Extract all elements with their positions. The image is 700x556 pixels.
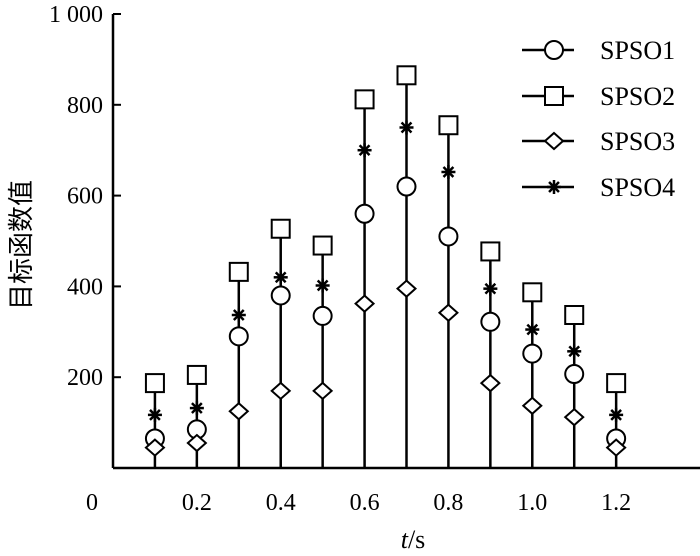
marker-spso4 bbox=[189, 401, 204, 416]
asterisk-stroke bbox=[442, 166, 455, 178]
y-tick-label: 400 bbox=[67, 274, 103, 300]
marker-spso4 bbox=[147, 407, 162, 422]
x-tick-label: 0.8 bbox=[433, 490, 463, 516]
origin-label: 0 bbox=[86, 490, 98, 516]
marker-spso1 bbox=[354, 203, 375, 224]
marker-spso3 bbox=[479, 373, 501, 393]
axes bbox=[111, 13, 700, 470]
asterisk-stroke bbox=[274, 271, 287, 284]
legend-label-spso1: SPSO1 bbox=[600, 36, 675, 65]
data-markers bbox=[144, 65, 627, 457]
marker-spso3 bbox=[186, 433, 208, 453]
marker-spso3 bbox=[395, 279, 418, 299]
legend-label-spso3: SPSO3 bbox=[600, 127, 675, 156]
marker-spso4 bbox=[483, 281, 498, 296]
marker-spso2 bbox=[396, 65, 417, 86]
asterisk-stroke bbox=[149, 409, 161, 421]
marker-spso3 bbox=[312, 381, 334, 401]
marker-spso4 bbox=[357, 143, 372, 158]
legend-marker-spso4 bbox=[547, 180, 561, 194]
marker-spso4 bbox=[609, 407, 624, 422]
marker-spso1 bbox=[438, 226, 459, 247]
marker-spso1 bbox=[312, 305, 333, 326]
marker-spso4 bbox=[399, 120, 414, 135]
marker-spso2 bbox=[438, 115, 459, 136]
marker-spso2 bbox=[564, 305, 585, 326]
y-axis-label: 目标函数值 bbox=[7, 180, 37, 310]
marker-spso3 bbox=[521, 396, 543, 416]
marker-spso3 bbox=[605, 438, 627, 457]
marker-spso3 bbox=[354, 294, 376, 313]
legend-marker-spso1 bbox=[544, 40, 564, 60]
asterisk-stroke bbox=[191, 402, 203, 414]
asterisk-stroke bbox=[484, 282, 497, 295]
marker-spso2 bbox=[270, 218, 291, 239]
marker-spso4 bbox=[525, 322, 540, 337]
x-axis-label-unit: /s bbox=[408, 525, 425, 554]
x-tick-label: 0.6 bbox=[350, 490, 380, 516]
marker-spso1 bbox=[564, 364, 585, 385]
marker-spso4 bbox=[231, 308, 246, 323]
marker-spso2 bbox=[186, 364, 207, 385]
marker-spso2 bbox=[606, 373, 627, 394]
marker-spso2 bbox=[312, 235, 333, 256]
legend-label-spso2: SPSO2 bbox=[600, 82, 675, 111]
marker-spso4 bbox=[273, 270, 288, 285]
x-tick-label: 0.4 bbox=[266, 490, 296, 516]
x-tick-label: 0.2 bbox=[182, 490, 212, 516]
legend: SPSO1 SPSO2 SPSO3 SPSO4 bbox=[522, 36, 675, 202]
marker-spso3 bbox=[228, 401, 250, 421]
marker-spso4 bbox=[441, 164, 456, 179]
asterisk-stroke bbox=[568, 345, 581, 358]
x-tick-label: 1.0 bbox=[517, 490, 547, 516]
y-tick-label: 600 bbox=[67, 184, 103, 210]
stem-lines bbox=[153, 75, 618, 468]
tick-labels: 200 400 600 800 1 000 0.2 0.4 0.6 0.8 1.0 1.2 0 bbox=[49, 2, 631, 516]
marker-spso2 bbox=[144, 373, 165, 394]
marker-spso1 bbox=[396, 176, 417, 197]
legend-label-spso4: SPSO4 bbox=[600, 173, 675, 202]
y-tick-label: 800 bbox=[67, 93, 103, 119]
marker-spso3 bbox=[270, 381, 292, 401]
x-axis-label: t/s bbox=[401, 525, 426, 554]
marker-spso4 bbox=[567, 344, 582, 359]
marker-spso2 bbox=[228, 261, 249, 282]
asterisk-stroke bbox=[232, 309, 245, 321]
marker-spso1 bbox=[228, 326, 249, 347]
x-tick-label: 1.2 bbox=[601, 490, 631, 516]
legend-marker-spso3 bbox=[543, 131, 565, 151]
marker-spso1 bbox=[522, 343, 543, 364]
y-tick-label: 1 000 bbox=[49, 2, 103, 28]
asterisk-stroke bbox=[548, 181, 560, 193]
y-tick-label: 200 bbox=[67, 365, 103, 391]
marker-spso4 bbox=[315, 278, 330, 293]
marker-spso2 bbox=[354, 89, 375, 110]
asterisk-stroke bbox=[610, 409, 622, 421]
asterisk-stroke bbox=[526, 323, 539, 336]
asterisk-stroke bbox=[316, 279, 329, 292]
marker-spso2 bbox=[522, 282, 543, 303]
asterisk-stroke bbox=[358, 144, 371, 157]
marker-spso1 bbox=[270, 285, 291, 306]
marker-spso1 bbox=[480, 311, 501, 332]
asterisk-stroke bbox=[400, 121, 413, 134]
marker-spso3 bbox=[437, 303, 459, 323]
legend-marker-spso2 bbox=[544, 86, 564, 106]
marker-spso2 bbox=[480, 241, 501, 262]
marker-spso3 bbox=[144, 438, 166, 457]
marker-spso3 bbox=[563, 407, 585, 427]
x-axis-label-variable: t bbox=[401, 525, 409, 554]
